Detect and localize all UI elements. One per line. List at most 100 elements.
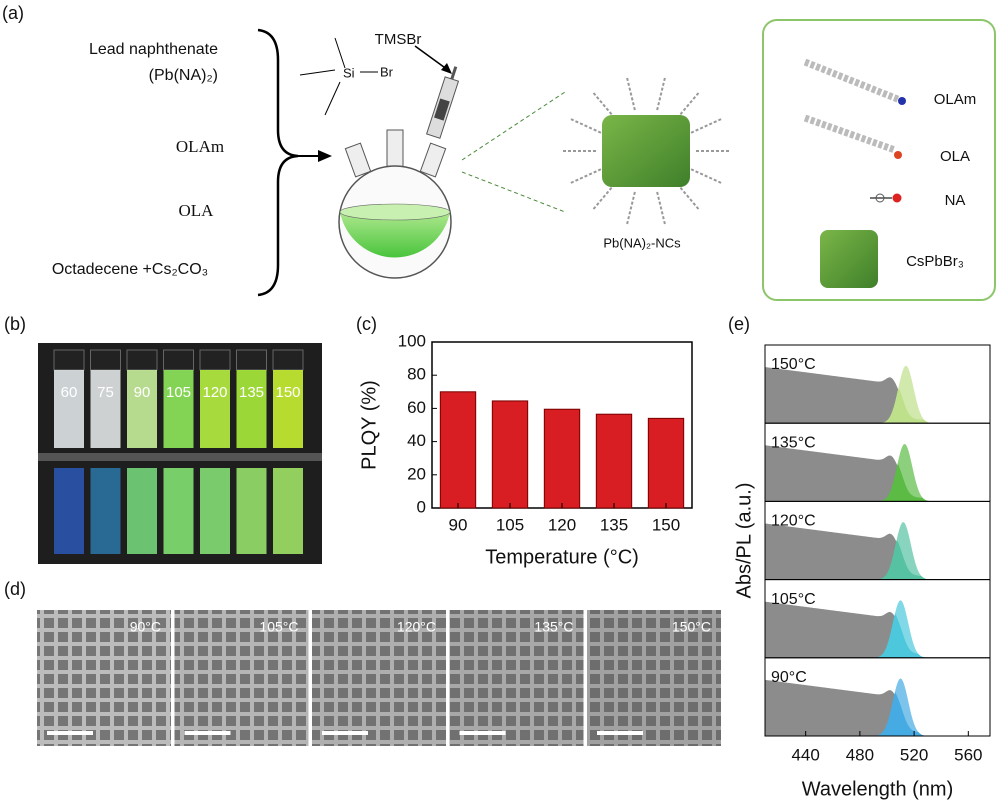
vial-cap: [90, 349, 121, 371]
x-axis-title: Temperature (°C): [485, 546, 639, 568]
label: (e): [728, 314, 750, 334]
decoration: 0 20 40 60 80 100 90 105 120 135 150 Temperature (°…: [358, 331, 693, 568]
y-axis-title: PLQY (%): [358, 380, 380, 470]
ligand: [569, 168, 602, 185]
vial-lit: [273, 468, 303, 554]
decoration: [339, 203, 451, 221]
ligand: [626, 77, 636, 111]
label: NA: [945, 192, 966, 209]
y-tick-label: 100: [398, 331, 426, 350]
decoration: [441, 63, 452, 74]
label: Octadecene +Cs₂CO₃: [52, 261, 208, 278]
tem-image: [174, 610, 309, 746]
label: Pb(NA)₂-NCs: [603, 235, 681, 250]
x-tick-label: 560: [954, 745, 982, 764]
vial-label: 60: [61, 384, 78, 401]
vial-lit: [127, 468, 157, 554]
absorbance: [765, 367, 990, 424]
panel-label: 105°C: [771, 591, 816, 608]
vial-label: 135: [239, 384, 264, 401]
ligand: [569, 117, 602, 134]
panel-label: 150°C: [771, 356, 816, 373]
decoration: 150°C 135°C 120°C 105°C 90°C 440 480 520 560Wave…: [733, 344, 991, 800]
vial-label: 105: [166, 384, 191, 401]
ligand: [626, 191, 636, 225]
tem-shade: [312, 610, 446, 746]
bar: [543, 408, 581, 509]
tem-image: [587, 610, 721, 746]
decoration: [898, 97, 906, 105]
spectra-frame: [764, 657, 991, 737]
decoration: [803, 114, 897, 154]
tem-label: 120°C: [397, 619, 436, 635]
label: Br: [380, 64, 394, 79]
decoration: [762, 19, 996, 301]
decoration: [434, 98, 450, 121]
ligand: [592, 91, 616, 119]
decoration: [299, 69, 336, 76]
x-tick-label: 135: [600, 515, 628, 534]
vial-cap: [163, 349, 194, 371]
absorbance: [765, 523, 990, 580]
decoration: 90°C 105°C 120°C 135°C 150°C: [37, 610, 721, 746]
x-axis-title: Wavelength (nm): [802, 778, 954, 800]
vial-label: 150: [275, 384, 300, 401]
label: Lead naphthenate: [89, 41, 218, 58]
vial: [54, 370, 84, 448]
panel-label: 120°C: [771, 513, 816, 530]
vial-label: 120: [202, 384, 227, 401]
ligand: [690, 117, 723, 134]
label: TMSBr: [375, 31, 422, 48]
decoration: [344, 142, 372, 178]
x-tick-label: 480: [846, 745, 874, 764]
vial-cap: [272, 349, 304, 371]
tem-label: 105°C: [259, 619, 298, 635]
vial: [127, 370, 157, 448]
ligand: [676, 183, 700, 211]
y-tick-label: 0: [417, 497, 426, 516]
decoration: [414, 45, 449, 71]
ligand: [656, 191, 666, 225]
tem-image: [37, 610, 171, 746]
vial-label: 90: [134, 384, 151, 401]
label: (b): [4, 314, 26, 334]
vial: [163, 370, 194, 448]
tem-label: 135°C: [534, 619, 573, 635]
tem-image: [312, 610, 446, 746]
label: (Pb(NA)₂): [149, 67, 218, 84]
absorbance: [765, 679, 990, 736]
label: (a): [2, 3, 24, 23]
panel-label: 90°C: [771, 669, 807, 686]
decoration: [461, 171, 566, 213]
decoration: [561, 77, 731, 225]
decoration: [340, 212, 450, 258]
tem-shade: [174, 610, 309, 746]
bar: [595, 413, 633, 509]
y-tick-label: 40: [407, 431, 426, 450]
tem-label: 90°C: [130, 619, 161, 635]
tem-label: 150°C: [672, 619, 711, 635]
decoration: [425, 66, 460, 139]
decoration: [894, 151, 902, 159]
label: OLAm: [934, 91, 977, 108]
decoration: [257, 28, 299, 297]
vial: [273, 370, 303, 448]
vial-lit: [163, 468, 194, 554]
y-tick-label: 80: [407, 365, 426, 384]
bar: [491, 400, 529, 509]
decoration: [803, 58, 902, 104]
vial: [236, 370, 267, 448]
decoration: [334, 37, 346, 69]
vial-lit: [90, 468, 121, 554]
label: (c): [356, 314, 377, 334]
vial-cap: [126, 349, 158, 371]
decoration: [820, 230, 878, 288]
bar: [439, 391, 477, 509]
x-tick-label: 90: [449, 515, 468, 534]
y-tick-label: 60: [407, 398, 426, 417]
vial-label: 75: [97, 384, 114, 401]
tem-shade: [449, 610, 584, 746]
tem-image: [449, 610, 584, 746]
x-tick-label: 520: [900, 745, 928, 764]
